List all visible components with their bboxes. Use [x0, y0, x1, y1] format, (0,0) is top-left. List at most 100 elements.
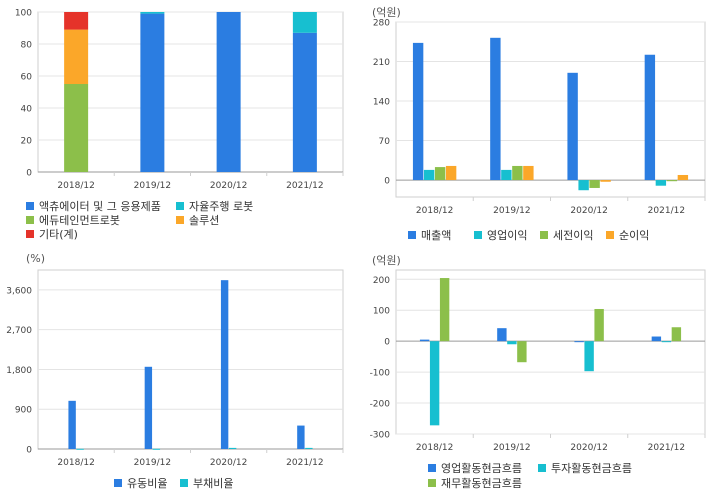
y-tick-label: -100	[370, 369, 391, 379]
bar	[671, 327, 682, 342]
x-tick-label: 2019/12	[493, 443, 530, 453]
y-tick-label: 0	[384, 177, 390, 187]
income-chart: 0 70 140 210 280 2018/12 2019/12 2020/12 2021/12	[373, 19, 706, 216]
legend-item-revenue[interactable]: 매출액	[408, 229, 451, 242]
y-tick-label: 1,800	[6, 366, 32, 376]
bar	[512, 165, 523, 181]
bar	[445, 165, 457, 181]
x-tick-label: 2018/12	[416, 206, 453, 216]
y-tick-label: 100	[15, 9, 32, 19]
bar	[661, 341, 672, 343]
x-tick-label: 2018/12	[416, 443, 453, 453]
legend-item-autonomous-robot[interactable]: 자율주행 로봇	[176, 200, 253, 213]
legend-label: 세전이익	[553, 229, 594, 242]
income-chart-panel: (억원) 0 70 140 210 280 2018/12 2019/12 2020/12 20…	[360, 0, 720, 248]
legend-item-operating-cf[interactable]: 영업활동현금흐름	[428, 462, 522, 475]
legend-item-operating-income[interactable]: 영업이익	[474, 229, 527, 242]
bar-segment	[64, 29, 89, 85]
x-tick-label: 2021/12	[648, 443, 685, 453]
bar	[589, 180, 600, 188]
bar	[220, 280, 229, 449]
cashflow-unit-label: (억원)	[372, 254, 401, 267]
legend-swatch	[176, 202, 184, 210]
legend-swatch	[474, 231, 482, 239]
y-tick-label: 20	[21, 137, 33, 147]
legend-swatch	[540, 231, 548, 239]
bar	[497, 328, 507, 342]
cashflow-legend: 영업활동현금흐름 투자활동현금흐름 재무활동현금흐름	[428, 462, 718, 494]
legend-swatch	[428, 464, 436, 472]
bar	[651, 336, 662, 342]
bar	[490, 37, 501, 181]
bar	[677, 174, 689, 181]
legend-item-pretax-income[interactable]: 세전이익	[540, 229, 593, 242]
bar	[644, 54, 656, 181]
y-tick-label: -300	[370, 431, 391, 441]
legend-item-edutainment-robot[interactable]: 에듀테인먼트로봇	[26, 214, 120, 227]
legend-label: 기타(계)	[39, 228, 78, 241]
ratio-chart: 0 900 1,800 2,700 3,600 2018/12 2019/12 2020/12…	[6, 269, 344, 468]
legend-label: 순이익	[619, 229, 650, 242]
cashflow-chart-panel: (억원) -300 -200 -100 0 100 200 2018/12 2019/12 20…	[360, 248, 720, 496]
legend-item-investing-cf[interactable]: 투자활동현금흐름	[538, 462, 632, 475]
bar	[76, 448, 84, 450]
bar	[412, 42, 424, 181]
y-tick-label: 100	[373, 307, 390, 317]
y-tick-label: 140	[373, 98, 390, 108]
y-tick-label: 40	[21, 105, 33, 115]
plot-frame	[37, 269, 344, 450]
legend-item-other[interactable]: 기타(계)	[26, 228, 78, 241]
legend-item-financing-cf[interactable]: 재무활동현금흐름	[428, 477, 522, 490]
legend-label: 투자활동현금흐름	[551, 462, 632, 475]
ratio-unit-label: (%)	[26, 252, 46, 265]
x-tick-label: 2020/12	[210, 458, 247, 468]
bar	[434, 167, 446, 181]
legend-label: 재무활동현금흐름	[441, 477, 522, 490]
legend-swatch	[26, 230, 34, 238]
x-tick-label: 2019/12	[134, 458, 171, 468]
income-unit-label: (억원)	[372, 6, 401, 19]
legend-swatch	[606, 231, 614, 239]
legend-item-actuator[interactable]: 액츄에이터 및 그 응용제품	[26, 200, 161, 213]
legend-item-current-ratio[interactable]: 유동비율	[114, 477, 167, 490]
x-tick-label: 2018/12	[57, 458, 94, 468]
legend-swatch	[26, 216, 34, 224]
bar	[523, 165, 534, 181]
legend-label: 에듀테인먼트로봇	[39, 214, 120, 227]
cashflow-chart: -300 -200 -100 0 100 200 2018/12 2019/12 2020/12…	[370, 269, 706, 453]
legend-label: 영업활동현금흐름	[441, 462, 522, 475]
legend-item-net-income[interactable]: 순이익	[606, 229, 649, 242]
legend-swatch	[176, 216, 184, 224]
bar	[439, 278, 450, 342]
x-tick-label: 2021/12	[648, 206, 685, 216]
bar	[567, 72, 578, 181]
x-tick-label: 2020/12	[570, 443, 607, 453]
legend-item-debt-ratio[interactable]: 부채비율	[180, 477, 233, 490]
composition-legend: 액츄에이터 및 그 응용제품 자율주행 로봇 에듀테인먼트로봇 솔루션 기타(계…	[26, 200, 356, 248]
bar	[600, 180, 611, 182]
legend-label: 영업이익	[487, 229, 528, 242]
bar	[578, 180, 589, 191]
bar	[429, 341, 440, 426]
y-tick-label: 60	[21, 73, 33, 83]
bar	[666, 180, 678, 182]
legend-item-solution[interactable]: 솔루션	[176, 214, 219, 227]
bar	[152, 448, 161, 450]
bar	[419, 339, 430, 342]
y-tick-label: 80	[21, 41, 33, 51]
y-tick-label: 210	[373, 58, 390, 68]
bar	[228, 447, 237, 449]
y-tick-label: 200	[373, 276, 390, 286]
x-tick-label: 2020/12	[210, 181, 247, 191]
bar-segment	[64, 84, 89, 172]
ratio-legend: 유동비율 부채비율	[114, 477, 314, 493]
bar	[574, 341, 584, 343]
legend-label: 액츄에이터 및 그 응용제품	[39, 200, 161, 213]
x-tick-label: 2021/12	[286, 181, 323, 191]
bar	[68, 400, 76, 449]
y-tick-label: 2,700	[6, 326, 32, 336]
bar	[584, 341, 594, 372]
bar-segment	[140, 13, 165, 172]
bar	[144, 366, 153, 449]
legend-label: 자율주행 로봇	[189, 200, 254, 213]
